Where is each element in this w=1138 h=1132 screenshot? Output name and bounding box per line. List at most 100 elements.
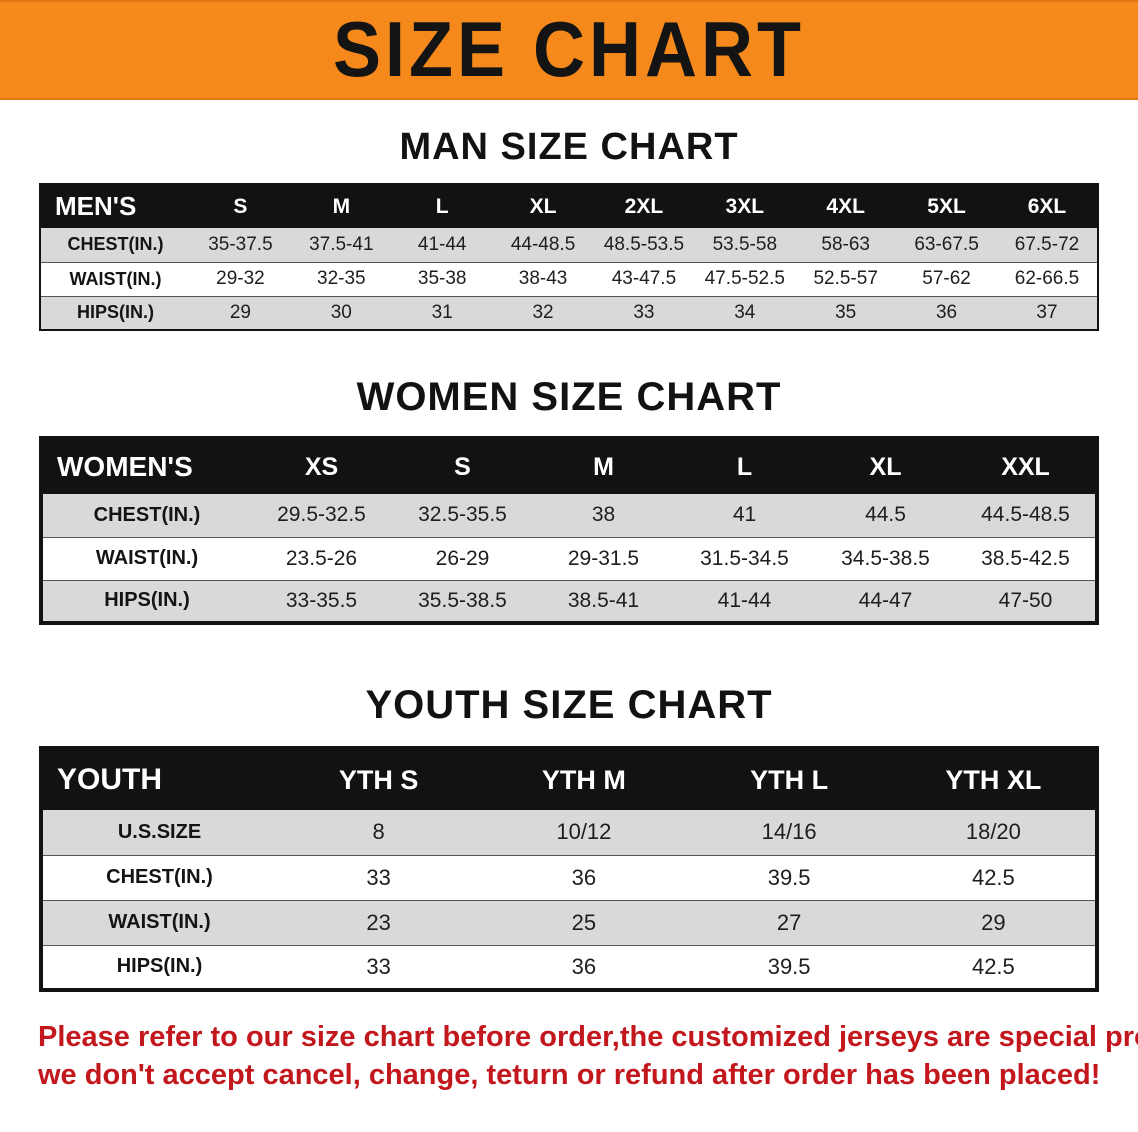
size-column-header: M — [332, 194, 351, 218]
size-value: 33 — [633, 301, 655, 323]
table-row: CHEST(IN.) 35-37.5 37.5-41 41-44 44-48.5 48.5… — [40, 228, 1098, 262]
size-value: 43-47.5 — [611, 268, 677, 289]
size-column-header: YTH XL — [945, 764, 1042, 795]
table-row: HIPS(IN.) 29 30 31 32 33 34 35 36 37 — [40, 296, 1098, 330]
size-value: 34.5-38.5 — [841, 546, 930, 570]
size-value: 67.5-72 — [1014, 233, 1080, 255]
size-value: 44.5-48.5 — [981, 503, 1070, 527]
section-men: MAN SIZE CHART MEN'S S M L XL 2XL 3XL 4XL 5XL 6XL… — [0, 126, 1138, 331]
size-column-header: XS — [304, 452, 339, 481]
page-title: SIZE CHART — [333, 6, 805, 94]
size-value: 34 — [734, 301, 756, 323]
size-value: 29 — [981, 909, 1006, 935]
size-value: 23.5-26 — [285, 546, 358, 570]
youth-section-heading: YOUTH SIZE CHART — [365, 683, 773, 727]
size-value: 38.5-41 — [567, 588, 640, 612]
size-column-header: S — [454, 452, 471, 481]
size-column-header: XL — [869, 452, 902, 481]
size-column-header: S — [233, 194, 248, 218]
size-value: 26-29 — [435, 546, 490, 570]
size-value: 35 — [835, 301, 857, 323]
size-column-header: YTH S — [338, 764, 419, 795]
men-size-table: MEN'S S M L XL 2XL 3XL 4XL 5XL 6XL CHEST(IN.) 35-3… — [39, 183, 1099, 331]
size-value: 42.5 — [971, 864, 1015, 890]
disclaimer-line-2: we don't accept cancel, change, teturn o… — [38, 1059, 1101, 1092]
size-value: 41-44 — [717, 588, 772, 612]
table-row: HIPS(IN.) 33-35.5 35.5-38.5 38.5-41 41-44 44-… — [41, 580, 1097, 623]
size-value: 41-44 — [417, 233, 467, 255]
size-value: 18/20 — [965, 819, 1021, 845]
size-value: 32.5-35.5 — [418, 503, 507, 527]
disclaimer-line-1: Please refer to our size chart before or… — [38, 1021, 1138, 1053]
size-value: 44.5 — [865, 503, 906, 527]
women-size-table: WOMEN'S XS S M L XL XXL CHEST(IN.) 29.5-32.5 32.… — [39, 436, 1099, 625]
section-youth: YOUTH SIZE CHART YOUTH YTH S YTH M YTH L YTH… — [0, 683, 1138, 992]
size-column-header: M — [593, 452, 614, 481]
size-value: 29 — [229, 301, 251, 323]
size-value: 38.5-42.5 — [981, 546, 1070, 570]
size-value: 33 — [366, 864, 391, 890]
size-value: 47-50 — [998, 588, 1053, 612]
size-column-header: 4XL — [826, 194, 865, 218]
disclaimer: Please refer to our size chart before or… — [0, 1018, 1138, 1095]
size-value: 36 — [935, 301, 958, 323]
size-column-header: XL — [529, 194, 557, 218]
row-label: WAIST(IN.) — [108, 911, 211, 933]
table-row: U.S.SIZE 8 10/12 14/16 18/20 — [41, 810, 1097, 855]
size-value: 29-32 — [216, 268, 265, 289]
size-value: 35.5-38.5 — [418, 588, 507, 612]
size-value: 57-62 — [922, 268, 971, 289]
size-value: 58-63 — [821, 233, 870, 255]
size-value: 52.5-57 — [813, 268, 878, 289]
size-value: 8 — [372, 819, 385, 845]
youth-size-table: YOUTH YTH S YTH M YTH L YTH XL U.S.SIZE 8 10/1… — [39, 746, 1099, 992]
size-value: 44-48.5 — [510, 233, 576, 255]
size-value: 48.5-53.5 — [603, 233, 685, 255]
size-value: 47.5-52.5 — [704, 268, 785, 289]
row-label: U.S.SIZE — [117, 820, 202, 843]
women-section-heading: WOMEN SIZE CHART — [356, 375, 782, 419]
size-value: 36 — [571, 953, 597, 979]
size-value: 41 — [732, 503, 757, 527]
row-label: CHEST(IN.) — [106, 866, 213, 888]
size-value: 29-31.5 — [567, 546, 640, 570]
size-value: 29.5-32.5 — [277, 503, 366, 527]
size-value: 25 — [571, 909, 597, 935]
men-table-header-row: MEN'S S M L XL 2XL 3XL 4XL 5XL 6XL — [40, 184, 1098, 228]
youth-table-header-row: YOUTH YTH S YTH M YTH L YTH XL — [41, 748, 1097, 810]
size-value: 32 — [532, 301, 554, 323]
men-section-heading: MAN SIZE CHART — [399, 126, 739, 168]
size-value: 10/12 — [556, 819, 612, 845]
size-column-header: XXL — [1001, 452, 1050, 481]
table-row: HIPS(IN.) 33 36 39.5 42.5 — [41, 945, 1097, 990]
section-women: WOMEN SIZE CHART WOMEN'S XS S M L XL XXL CHEST… — [0, 375, 1138, 625]
size-value: 35-38 — [417, 268, 467, 289]
table-row: WAIST(IN.) 23.5-26 26-29 29-31.5 31.5-34.5 34… — [41, 537, 1097, 580]
women-table-header-row: WOMEN'S XS S M L XL XXL — [41, 438, 1097, 494]
size-value: 23 — [366, 909, 391, 935]
size-value: 37.5-41 — [309, 233, 374, 255]
row-label: HIPS(IN.) — [104, 589, 190, 612]
table-row: CHEST(IN.) 33 36 39.5 42.5 — [41, 855, 1097, 900]
size-column-header: YTH M — [541, 764, 626, 795]
size-column-header: 5XL — [927, 194, 966, 218]
size-value: 37 — [1036, 301, 1058, 323]
table-corner-label: YOUTH — [57, 763, 162, 796]
banner: SIZE CHART — [0, 0, 1138, 100]
size-value: 53.5-58 — [712, 233, 778, 255]
size-column-header: L — [435, 194, 449, 218]
size-value: 36 — [571, 864, 597, 890]
size-value: 63-67.5 — [914, 233, 979, 255]
size-value: 39.5 — [767, 953, 811, 979]
size-column-header: YTH L — [750, 764, 829, 795]
row-label: HIPS(IN.) — [116, 955, 203, 978]
row-label: HIPS(IN.) — [76, 302, 154, 323]
row-label: CHEST(IN.) — [67, 234, 164, 255]
size-value: 39.5 — [767, 864, 811, 890]
size-value: 42.5 — [971, 953, 1015, 979]
size-column-header: L — [736, 452, 753, 481]
size-value: 62-66.5 — [1014, 268, 1080, 289]
size-column-header: 2XL — [624, 194, 664, 218]
size-value: 35-37.5 — [208, 233, 273, 255]
